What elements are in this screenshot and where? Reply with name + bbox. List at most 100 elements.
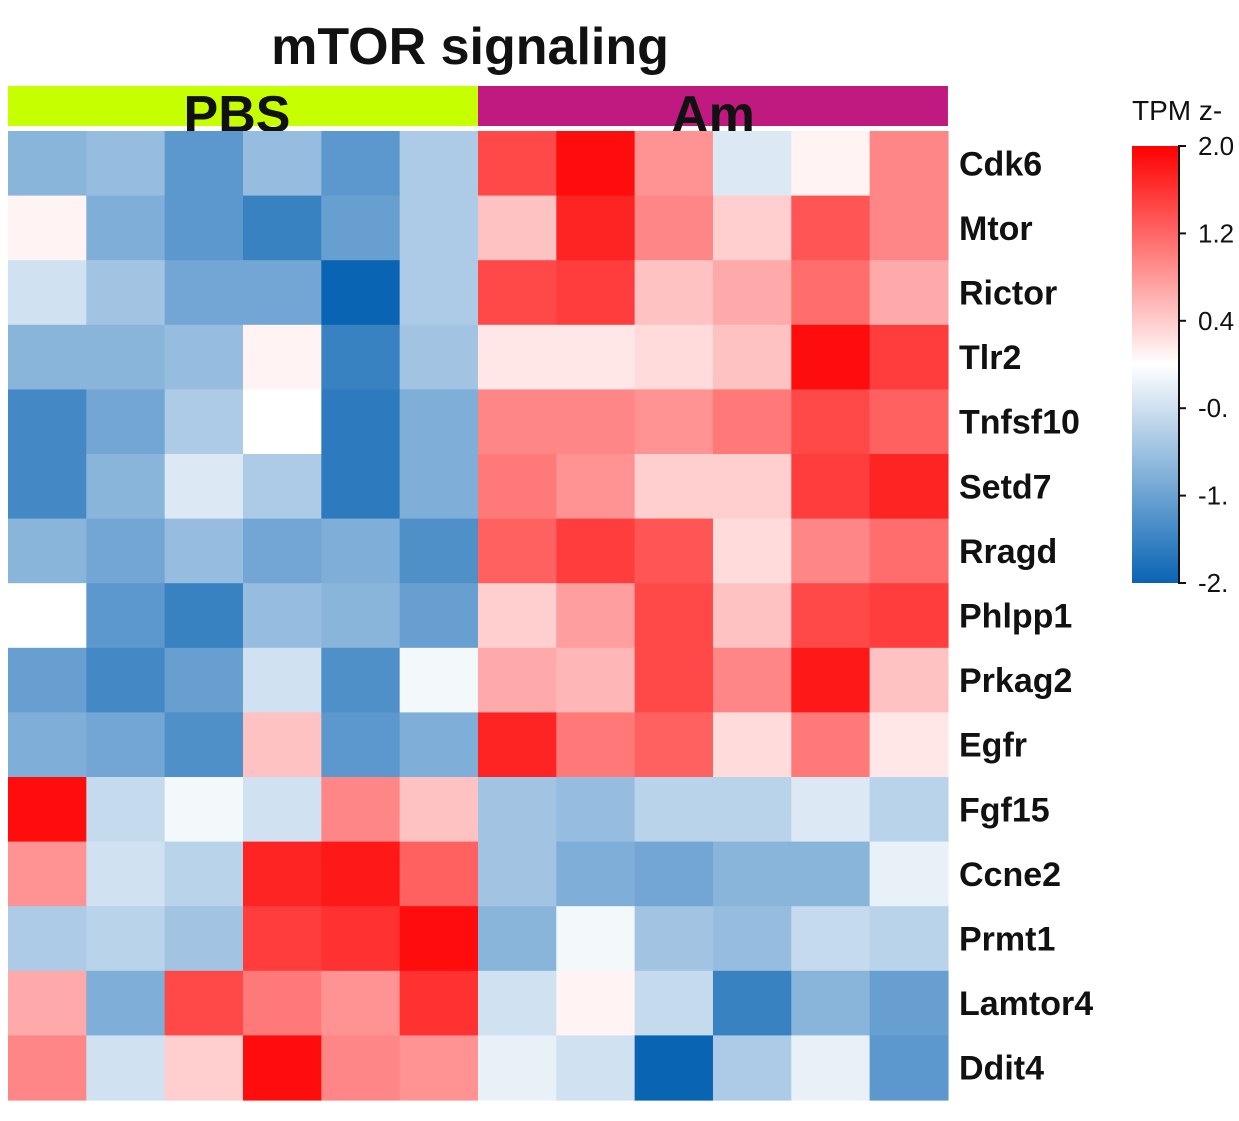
heatmap-cell	[477, 389, 557, 455]
heatmap-cell	[242, 970, 322, 1036]
heatmap-cell	[399, 195, 479, 261]
heatmap-cell	[712, 454, 792, 520]
heatmap-cell	[556, 647, 636, 713]
heatmap-cell	[869, 389, 949, 455]
heatmap-cell	[86, 712, 166, 778]
heatmap-cell	[791, 260, 871, 326]
row-label-egfr: Egfr	[959, 727, 1027, 765]
heatmap-cell	[242, 195, 322, 261]
heatmap-cell	[556, 906, 636, 972]
heatmap-cell	[321, 195, 401, 261]
row-label-tlr2: Tlr2	[959, 339, 1021, 377]
heatmap-cell	[399, 906, 479, 972]
chart-title: mTOR signaling	[271, 18, 669, 76]
heatmap-cell	[634, 647, 714, 713]
heatmap-cell	[86, 518, 166, 584]
heatmap-cell	[86, 260, 166, 326]
heatmap-cell	[399, 131, 479, 197]
row-label-phlpp1: Phlpp1	[959, 598, 1072, 636]
heatmap-cell	[399, 260, 479, 326]
color-legend: TPM z- 2.0 1.2 0.4 -0. -1. -2.	[1132, 95, 1234, 598]
row-label-mtor: Mtor	[959, 210, 1033, 248]
heatmap-cell	[86, 777, 166, 843]
heatmap-cell	[634, 906, 714, 972]
heatmap-cell	[242, 777, 322, 843]
heatmap-cell	[712, 260, 792, 326]
heatmap-cell	[164, 777, 244, 843]
heatmap-cell	[321, 970, 401, 1036]
heatmap-cell	[556, 324, 636, 390]
heatmap-cell	[8, 712, 87, 778]
heatmap-cell	[556, 131, 636, 197]
heatmap-cell	[8, 260, 87, 326]
heatmap-cell	[242, 712, 322, 778]
heatmap-cell	[712, 131, 792, 197]
heatmap-cell	[791, 712, 871, 778]
heatmap-cell	[164, 583, 244, 649]
heatmap-cell	[712, 970, 792, 1036]
heatmap-cell	[321, 647, 401, 713]
heatmap-cell	[556, 712, 636, 778]
heatmap-cell	[8, 970, 87, 1036]
heatmap-cell	[634, 583, 714, 649]
heatmap-cell	[164, 389, 244, 455]
heatmap-cell	[477, 195, 557, 261]
legend-ticks: 2.0 1.2 0.4 -0. -1. -2.	[1178, 131, 1234, 598]
heatmap-cell	[164, 518, 244, 584]
heatmap-cell	[477, 583, 557, 649]
heatmap-cell	[164, 712, 244, 778]
heatmap-cell	[399, 454, 479, 520]
heatmap-cell	[8, 454, 87, 520]
heatmap-cell	[8, 195, 87, 261]
heatmap-cell	[321, 906, 401, 972]
heatmap-cell	[556, 454, 636, 520]
heatmap-cell	[477, 454, 557, 520]
heatmap-cell	[164, 970, 244, 1036]
heatmap-cell	[399, 841, 479, 907]
heatmap-cell	[477, 970, 557, 1036]
heatmap-cell	[869, 647, 949, 713]
heatmap-cell	[399, 712, 479, 778]
heatmap-cell	[556, 777, 636, 843]
heatmap-cell	[399, 970, 479, 1036]
heatmap-cell	[869, 131, 949, 197]
heatmap-cell	[321, 777, 401, 843]
heatmap-cell	[712, 518, 792, 584]
heatmap-cell	[634, 195, 714, 261]
heatmap-cell	[399, 647, 479, 713]
legend-tick-label: -1.	[1198, 481, 1228, 511]
row-label-cdk6: Cdk6	[959, 145, 1042, 183]
row-label-setd7: Setd7	[959, 468, 1052, 506]
heatmap-cell	[712, 841, 792, 907]
heatmap-cell	[242, 389, 322, 455]
row-label-prmt1: Prmt1	[959, 921, 1055, 959]
heatmap-cell	[86, 1035, 166, 1101]
heatmap-cell	[556, 970, 636, 1036]
heatmap-cell	[8, 583, 87, 649]
heatmap-cell	[86, 841, 166, 907]
heatmap-cell	[8, 518, 87, 584]
heatmap-cell	[634, 777, 714, 843]
heatmap-cell	[634, 1035, 714, 1101]
heatmap-cell	[321, 518, 401, 584]
heatmap-cell	[164, 195, 244, 261]
heatmap-cell	[321, 712, 401, 778]
legend-tick-label: -0.	[1198, 393, 1228, 423]
heatmap-cell	[869, 195, 949, 261]
heatmap-cell	[321, 389, 401, 455]
heatmap-cell	[399, 389, 479, 455]
heatmap-cell	[869, 324, 949, 390]
heatmap-cell	[634, 131, 714, 197]
heatmap-cells	[8, 131, 949, 1101]
heatmap-cell	[791, 647, 871, 713]
heatmap-cell	[712, 906, 792, 972]
row-labels: Cdk6 Mtor Rictor Tlr2 Tnfsf10 Setd7 Rragd Phlpp…	[959, 145, 1093, 1087]
heatmap-cell	[477, 260, 557, 326]
heatmap-cell	[477, 777, 557, 843]
heatmap-cell	[86, 195, 166, 261]
heatmap-cell	[869, 777, 949, 843]
heatmap-cell	[164, 454, 244, 520]
heatmap-cell	[556, 583, 636, 649]
heatmap-cell	[869, 518, 949, 584]
